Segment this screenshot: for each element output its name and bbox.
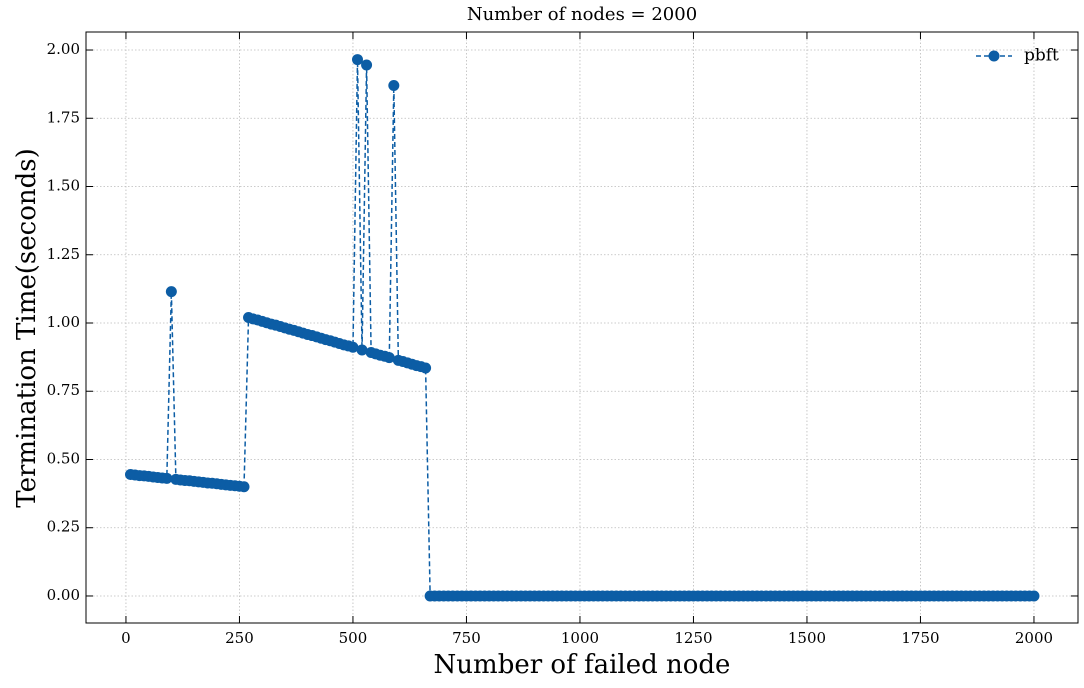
marker xyxy=(356,344,368,356)
marker xyxy=(388,80,400,92)
marker xyxy=(351,54,363,66)
marker xyxy=(420,362,432,374)
x-tick-label: 500 xyxy=(339,629,368,647)
y-tick-label: 1.50 xyxy=(47,177,80,195)
x-tick-label: 2000 xyxy=(1015,629,1053,647)
x-tick-label: 750 xyxy=(452,629,481,647)
y-tick-label: 0.25 xyxy=(47,518,80,536)
x-tick-label: 1500 xyxy=(788,629,826,647)
plot-frame xyxy=(85,31,1079,624)
x-tick-label: 1250 xyxy=(674,629,712,647)
marker xyxy=(238,481,250,493)
chart-title: Number of nodes = 2000 xyxy=(467,4,697,25)
marker xyxy=(361,59,373,71)
x-tick-label: 250 xyxy=(225,629,254,647)
marker xyxy=(383,352,395,364)
y-tick-label: 1.75 xyxy=(47,108,80,126)
y-tick-label: 1.25 xyxy=(47,245,80,263)
y-tick-label: 2.00 xyxy=(47,40,80,58)
y-tick-label: 0.50 xyxy=(47,449,80,467)
x-tick-label: 1000 xyxy=(561,629,599,647)
x-tick-label: 1750 xyxy=(901,629,939,647)
legend-label: pbft xyxy=(1024,46,1059,66)
y-axis-label: Termination Time(seconds) xyxy=(12,148,42,507)
y-tick-label: 0.75 xyxy=(47,381,80,399)
marker xyxy=(161,472,173,484)
x-tick-label: 0 xyxy=(121,629,131,647)
marker xyxy=(165,286,177,298)
y-tick-label: 1.00 xyxy=(47,313,80,331)
y-tick-label: 0.00 xyxy=(47,586,80,604)
legend-marker xyxy=(988,50,1000,62)
marker xyxy=(347,341,359,353)
marker xyxy=(1028,590,1040,602)
x-axis-label: Number of failed node xyxy=(434,650,731,680)
